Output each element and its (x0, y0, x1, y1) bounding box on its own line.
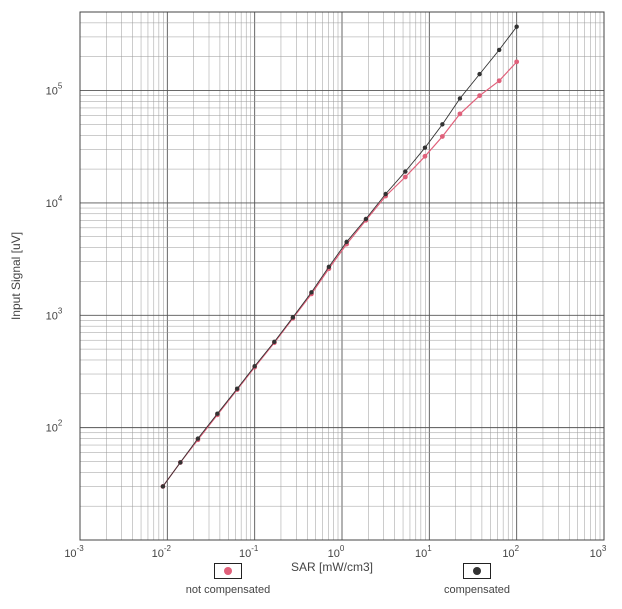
data-point-compensated (235, 386, 240, 391)
data-point-not-compensated (422, 153, 428, 159)
legend-item-not-compensated: not compensated (138, 563, 318, 596)
data-point-compensated (252, 364, 257, 369)
grid (79, 11, 605, 541)
data-point-compensated (514, 24, 519, 29)
data-point-compensated (363, 216, 369, 222)
data-point-not-compensated (477, 93, 482, 99)
data-point-compensated (215, 411, 220, 416)
data-point-compensated (178, 460, 183, 465)
x-tick-label: 10-2 (152, 544, 172, 560)
legend-swatch-compensated (463, 563, 491, 579)
data-point-not-compensated (402, 174, 408, 180)
y-tick-label: 103 (46, 306, 63, 322)
data-point-not-compensated (496, 78, 502, 84)
series-compensated (160, 24, 519, 489)
data-point-compensated (290, 315, 296, 320)
x-tick-label: 103 (590, 544, 607, 560)
data-point-compensated (272, 339, 277, 345)
data-point-not-compensated (514, 59, 520, 65)
data-point-compensated (457, 96, 463, 101)
data-point-compensated (326, 264, 332, 269)
data-point-compensated (440, 122, 445, 127)
plot-frame (79, 11, 605, 541)
x-tick-label: 10-3 (64, 544, 84, 560)
y-axis-title: Input Signal [uV] (9, 232, 23, 320)
y-tick-label: 104 (46, 194, 63, 210)
data-point-compensated (477, 71, 482, 77)
data-point-not-compensated (439, 134, 445, 139)
series-line-not-compensated (162, 61, 518, 487)
legend-label-compensated: compensated (443, 584, 511, 596)
data-point-compensated (309, 290, 314, 295)
x-tick-label: 100 (328, 544, 345, 560)
data-point-compensated (422, 145, 428, 150)
series-line-compensated (162, 26, 518, 487)
data-point-compensated (344, 239, 349, 245)
y-tick-label: 102 (46, 419, 63, 435)
data-point-compensated (195, 436, 201, 441)
x-tick-label: 101 (415, 544, 432, 560)
y-tick-label: 105 (46, 82, 63, 98)
x-tick-label: 102 (502, 544, 519, 560)
data-point-compensated (383, 191, 388, 197)
legend-swatch-not-compensated (214, 563, 242, 579)
legend-marker-compensated (473, 567, 481, 575)
x-axis-title: SAR [mW/cm3] (291, 560, 373, 574)
legend-label-not-compensated: not compensated (185, 584, 271, 596)
x-tick-label: 10-1 (239, 544, 259, 560)
data-point-compensated (497, 47, 502, 53)
data-point-not-compensated (457, 111, 463, 117)
legend-marker-not-compensated (224, 567, 232, 575)
data-point-compensated (160, 484, 166, 489)
legend-item-compensated: compensated (387, 563, 567, 596)
data-point-compensated (403, 169, 408, 174)
